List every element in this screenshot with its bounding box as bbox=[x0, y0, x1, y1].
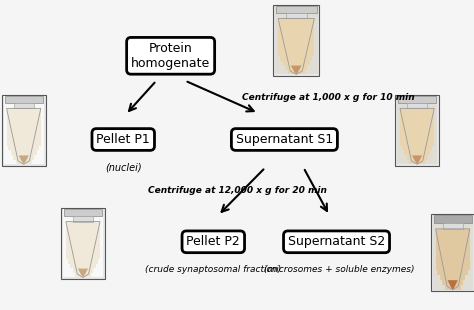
Polygon shape bbox=[18, 155, 29, 164]
Bar bbox=[61, 208, 105, 279]
Bar bbox=[440, 275, 465, 280]
Bar bbox=[73, 216, 93, 222]
Polygon shape bbox=[78, 268, 88, 277]
Bar bbox=[7, 141, 41, 146]
Bar bbox=[436, 259, 470, 264]
Bar bbox=[7, 108, 41, 113]
Bar bbox=[7, 132, 41, 136]
Bar bbox=[7, 136, 41, 141]
Bar bbox=[436, 229, 470, 234]
Bar bbox=[3, 96, 44, 164]
Bar bbox=[436, 254, 470, 259]
Text: (crude synaptosomal fraction): (crude synaptosomal fraction) bbox=[145, 265, 282, 274]
Bar bbox=[400, 113, 434, 118]
Bar bbox=[278, 42, 314, 46]
Bar bbox=[66, 222, 100, 226]
Bar bbox=[436, 239, 470, 244]
Bar bbox=[2, 95, 46, 166]
Bar bbox=[443, 223, 463, 229]
Bar bbox=[285, 13, 307, 19]
Bar bbox=[288, 70, 305, 74]
Bar bbox=[436, 234, 470, 239]
Bar bbox=[395, 95, 439, 166]
Bar bbox=[70, 264, 96, 268]
Bar bbox=[7, 122, 41, 127]
Bar bbox=[400, 141, 434, 146]
Bar bbox=[11, 150, 36, 155]
Bar bbox=[68, 259, 98, 263]
Polygon shape bbox=[447, 280, 458, 290]
Bar bbox=[442, 280, 463, 285]
Bar bbox=[438, 269, 468, 275]
Bar bbox=[276, 6, 317, 13]
Bar bbox=[16, 160, 32, 164]
Bar bbox=[436, 244, 470, 249]
Text: Pellet P2: Pellet P2 bbox=[186, 235, 240, 248]
Bar bbox=[436, 249, 470, 255]
Bar bbox=[400, 122, 434, 127]
Bar bbox=[400, 108, 434, 113]
Text: (microsomes + soluble enzymes): (microsomes + soluble enzymes) bbox=[264, 265, 414, 274]
Bar bbox=[283, 60, 310, 65]
Bar bbox=[285, 65, 307, 70]
Bar bbox=[278, 19, 314, 23]
Bar bbox=[73, 268, 93, 273]
Bar bbox=[66, 231, 100, 236]
Bar bbox=[275, 6, 318, 74]
Bar bbox=[407, 103, 427, 108]
Bar bbox=[66, 245, 100, 250]
Bar bbox=[434, 215, 472, 223]
Bar bbox=[9, 146, 39, 150]
Bar bbox=[66, 226, 100, 231]
Bar bbox=[400, 132, 434, 136]
Bar bbox=[7, 118, 41, 122]
Bar bbox=[407, 155, 428, 160]
Bar bbox=[66, 236, 100, 240]
Text: Supernatant S1: Supernatant S1 bbox=[236, 133, 333, 146]
Bar bbox=[5, 96, 43, 103]
Bar bbox=[400, 118, 434, 122]
Bar bbox=[14, 103, 34, 108]
Bar bbox=[404, 150, 430, 155]
Bar bbox=[13, 155, 34, 160]
Bar bbox=[280, 56, 312, 60]
Bar bbox=[278, 33, 314, 37]
Bar bbox=[66, 240, 100, 245]
Text: Protein
homogenate: Protein homogenate bbox=[131, 42, 210, 70]
Text: (nuclei): (nuclei) bbox=[105, 162, 142, 172]
Bar bbox=[432, 215, 473, 290]
Polygon shape bbox=[412, 155, 422, 164]
Bar bbox=[398, 96, 436, 103]
Bar bbox=[75, 273, 91, 277]
Bar bbox=[409, 160, 425, 164]
Bar bbox=[436, 264, 470, 270]
Bar bbox=[400, 136, 434, 141]
Bar bbox=[400, 127, 434, 132]
Bar bbox=[7, 113, 41, 118]
Bar bbox=[66, 250, 100, 254]
Bar bbox=[7, 127, 41, 132]
Bar bbox=[278, 51, 314, 56]
Bar bbox=[63, 209, 103, 277]
Bar bbox=[66, 254, 100, 259]
Bar bbox=[397, 96, 437, 164]
Bar bbox=[278, 28, 314, 33]
Text: Supernatant S2: Supernatant S2 bbox=[288, 235, 385, 248]
Bar bbox=[273, 5, 319, 76]
Bar bbox=[64, 209, 102, 216]
Text: Centrifuge at 1,000 x g for 10 min: Centrifuge at 1,000 x g for 10 min bbox=[242, 93, 414, 102]
Polygon shape bbox=[291, 65, 301, 74]
Bar bbox=[278, 23, 314, 28]
Bar bbox=[430, 214, 474, 291]
Text: Centrifuge at 12,000 x g for 20 min: Centrifuge at 12,000 x g for 20 min bbox=[147, 186, 327, 195]
Bar bbox=[445, 285, 461, 290]
Bar bbox=[278, 46, 314, 51]
Text: Pellet P1: Pellet P1 bbox=[96, 133, 150, 146]
Bar bbox=[278, 37, 314, 42]
Bar bbox=[402, 146, 432, 150]
